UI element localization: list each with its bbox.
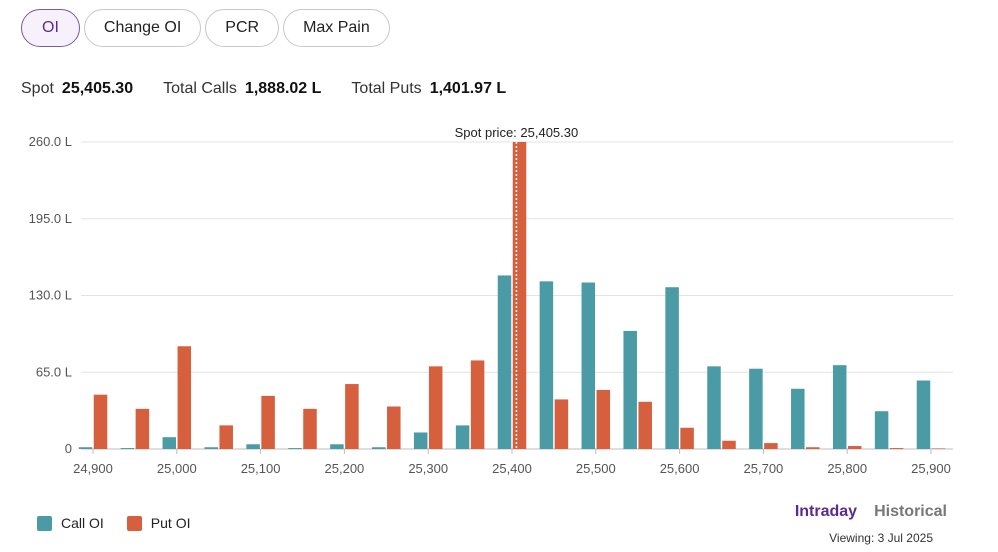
y-tick-label: 65.0 L	[36, 364, 72, 379]
put-oi-bar	[764, 443, 778, 449]
y-tick-label: 195.0 L	[29, 211, 72, 226]
call-oi-bar	[246, 444, 260, 449]
total-puts-value: 1,401.97 L	[429, 80, 507, 97]
legend-label-call-oi: Call OI	[61, 515, 104, 531]
put-oi-bar	[931, 448, 946, 449]
call-oi-bar	[749, 368, 763, 449]
call-oi-bar	[874, 411, 889, 449]
historical-toggle[interactable]: Historical	[874, 503, 947, 520]
total-calls-stat: Total Calls 1,888.02 L	[163, 80, 321, 98]
x-tick-label: 24,900	[73, 461, 113, 476]
put-oi-bar	[345, 384, 359, 449]
put-oi-bar	[596, 389, 611, 449]
call-oi-swatch	[37, 515, 52, 531]
put-oi-bar	[135, 408, 150, 449]
call-oi-bar	[372, 447, 386, 449]
put-oi-bar	[93, 394, 108, 449]
y-tick-label: 260.0 L	[29, 134, 72, 149]
call-oi-bar	[162, 437, 177, 449]
call-oi-bar	[665, 287, 679, 449]
x-tick-label: 25,900	[911, 461, 951, 476]
tab-pcr[interactable]: PCR	[205, 9, 280, 47]
viewing-date: Viewing: 3 Jul 2025	[829, 531, 933, 545]
total-puts-stat: Total Puts 1,401.97 L	[351, 80, 506, 98]
x-tick-label: 25,300	[408, 461, 448, 476]
x-tick-label: 25,000	[157, 461, 197, 476]
call-oi-bar	[497, 275, 512, 449]
put-oi-bar	[470, 360, 485, 449]
call-oi-bar	[832, 365, 847, 449]
stats-row: Spot 25,405.30 Total Calls 1,888.02 L To…	[21, 80, 536, 98]
tab-bar: OI Change OI PCR Max Pain	[21, 9, 390, 47]
intraday-toggle[interactable]: Intraday	[794, 503, 858, 520]
call-oi-bar	[539, 281, 554, 449]
oi-bar-chart: Spot price: 25,405.30 0 65.0 L 130.0 L 195.…	[29, 125, 953, 476]
call-oi-bar	[581, 282, 596, 449]
call-oi-bar	[204, 447, 218, 449]
x-tick-label: 25,200	[325, 461, 365, 476]
put-oi-bar	[387, 406, 401, 449]
chart-legend: Call OI Put OI	[37, 515, 213, 531]
put-oi-bar	[680, 427, 694, 449]
tab-change-oi[interactable]: Change OI	[83, 9, 202, 47]
put-oi-swatch	[126, 515, 142, 531]
y-tick-label: 130.0 L	[29, 288, 72, 303]
call-oi-bar	[455, 425, 470, 449]
call-oi-bar	[623, 330, 637, 449]
x-tick-label: 25,500	[576, 461, 616, 476]
call-oi-bar	[413, 432, 428, 449]
x-tick-label: 25,400	[492, 461, 532, 476]
call-oi-bar	[330, 444, 344, 449]
put-oi-bar	[303, 408, 317, 449]
x-tick-label: 25,700	[744, 461, 784, 476]
call-oi-bar	[707, 366, 721, 449]
put-oi-bar	[512, 142, 527, 449]
spot-price-label: Spot price: 25,405.30	[455, 125, 579, 140]
x-tick-label: 25,100	[241, 461, 281, 476]
put-oi-bar	[806, 447, 820, 449]
put-oi-bar	[428, 366, 443, 449]
legend-item-call-oi[interactable]: Call OI	[37, 515, 104, 531]
legend-label-put-oi: Put OI	[150, 515, 191, 531]
tab-oi[interactable]: OI	[21, 9, 80, 47]
put-oi-bar	[638, 401, 652, 449]
call-oi-bar	[120, 448, 135, 449]
total-puts-label: Total Puts	[351, 80, 422, 97]
put-oi-bar	[219, 425, 233, 449]
y-tick-label: 0	[65, 441, 72, 456]
put-oi-bar	[847, 446, 862, 449]
put-oi-bar	[554, 399, 569, 449]
put-oi-bar	[722, 440, 736, 449]
put-oi-bar	[177, 346, 192, 449]
legend-item-put-oi[interactable]: Put OI	[126, 515, 191, 531]
total-calls-value: 1,888.02 L	[244, 80, 322, 97]
spot-stat: Spot 25,405.30	[21, 80, 133, 98]
tab-max-pain[interactable]: Max Pain	[283, 9, 390, 47]
view-toggle: Intraday Historical	[795, 503, 947, 521]
call-oi-bar	[916, 380, 931, 449]
total-calls-label: Total Calls	[163, 80, 237, 97]
call-oi-bar	[78, 447, 93, 449]
x-tick-label: 25,600	[660, 461, 700, 476]
spot-label: Spot	[21, 80, 54, 97]
put-oi-bar	[261, 395, 275, 449]
call-oi-bar	[791, 388, 805, 449]
put-oi-bar	[889, 448, 904, 449]
x-tick-label: 25,800	[827, 461, 867, 476]
call-oi-bar	[288, 448, 302, 449]
spot-value: 25,405.30	[61, 80, 134, 97]
